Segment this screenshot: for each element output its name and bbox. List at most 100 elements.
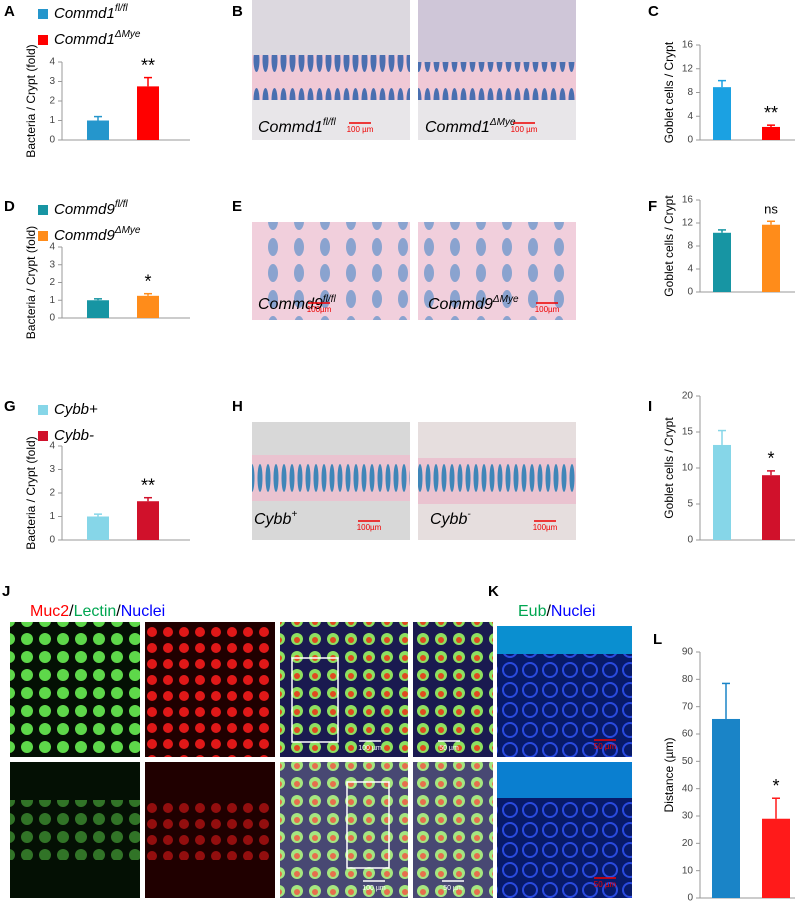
y-tick-label: 12	[682, 218, 694, 229]
significance: **	[764, 103, 778, 123]
label-text: Commd9	[258, 296, 323, 313]
label-superscript: fl/fl	[115, 3, 129, 14]
bar	[713, 444, 731, 540]
y-tick-label: 30	[682, 811, 694, 822]
image-label: Commd9ΔMye	[428, 294, 519, 313]
panel-letter: A	[4, 3, 15, 20]
y-axis-label: Bacteria / Crypt (fold)	[24, 436, 38, 549]
label-text: Commd9	[428, 296, 493, 313]
y-tick-label: 20	[682, 838, 694, 849]
y-tick-label: 1	[49, 115, 55, 126]
panel-letter: D	[4, 198, 15, 215]
legend-entry: Commd9fl/fl	[54, 199, 128, 218]
panel-letter: H	[232, 398, 243, 415]
y-tick-label: 12	[682, 63, 694, 74]
label-superscript: +	[291, 509, 297, 520]
bar	[762, 126, 780, 140]
y-tick-label: 8	[687, 241, 693, 252]
legend-swatch	[38, 35, 48, 45]
y-tick-label: 2	[49, 488, 55, 499]
y-axis-label: Distance (µm)	[662, 738, 676, 813]
y-tick-label: 90	[682, 647, 694, 658]
y-tick-label: 70	[682, 701, 694, 712]
image-label: Commd1ΔMye	[425, 117, 516, 136]
label-text: Cybb+	[54, 401, 98, 418]
legend-entry: Commd1fl/fl	[54, 3, 128, 22]
y-tick-label: 4	[49, 57, 55, 68]
panel-letter: K	[488, 583, 499, 600]
scale-label: 100 µm	[347, 125, 374, 134]
y-tick-label: 4	[49, 242, 55, 253]
scale-label: 50 µm	[439, 745, 459, 752]
bar	[712, 718, 740, 898]
bar	[713, 87, 731, 140]
legend-swatch	[38, 405, 48, 415]
legend-entry: Cybb+	[54, 401, 98, 418]
y-axis-label: Goblet cells / Crypt	[662, 195, 676, 297]
bar	[87, 516, 109, 540]
y-tick-label: 15	[682, 427, 694, 438]
y-tick-label: 0	[49, 135, 55, 146]
significance: **	[141, 475, 155, 495]
micrographs	[10, 0, 632, 898]
bar	[762, 224, 780, 292]
legend-swatch	[38, 205, 48, 215]
scale-label: 100 µm	[511, 125, 538, 134]
bar	[87, 120, 109, 140]
bar	[713, 232, 731, 292]
title-part: Lectin	[74, 603, 117, 620]
y-tick-label: 10	[682, 463, 694, 474]
bar	[762, 475, 780, 540]
significance: ns	[764, 202, 778, 217]
y-tick-label: 80	[682, 674, 694, 685]
label-text: Commd1	[54, 5, 115, 22]
label-superscript: ΔMye	[114, 29, 141, 40]
label-text: Commd9	[54, 227, 116, 244]
scale-label: 100µm	[357, 523, 382, 532]
y-tick-label: 16	[682, 195, 694, 206]
panel-letter: L	[653, 631, 662, 648]
panel-letter: B	[232, 3, 243, 20]
y-tick-label: 0	[49, 313, 55, 324]
y-tick-label: 3	[49, 464, 55, 475]
panel-letter: E	[232, 198, 242, 215]
y-tick-label: 1	[49, 511, 55, 522]
panel-letter: J	[2, 583, 10, 600]
significance: **	[141, 55, 155, 75]
legend-entry: Commd9ΔMye	[54, 225, 141, 244]
label-text: Commd1	[54, 31, 115, 48]
label-superscript: ΔMye	[489, 117, 516, 128]
panel-letter: C	[648, 3, 659, 20]
y-tick-label: 1	[49, 295, 55, 306]
label-text: Commd9	[54, 201, 116, 218]
title-part: /	[546, 603, 551, 620]
bar	[762, 818, 790, 898]
legend-entry: Commd1ΔMye	[54, 29, 141, 48]
scale-label: 100µm	[307, 305, 332, 314]
y-tick-label: 4	[49, 441, 55, 452]
label-superscript: fl/fl	[323, 117, 337, 128]
panel-title: Muc2/Lectin/Nuclei	[30, 603, 165, 620]
image-label: Commd9fl/fl	[258, 294, 336, 313]
title-part: Muc2	[30, 603, 69, 620]
image-label: Cybb+	[254, 509, 297, 528]
title-part: Nuclei	[551, 603, 595, 620]
y-tick-label: 16	[682, 40, 694, 51]
title-part: /	[116, 603, 121, 620]
label-superscript: fl/fl	[323, 294, 337, 305]
scale-label: 50 µm	[594, 742, 617, 751]
image-label: Commd1fl/fl	[258, 117, 336, 136]
y-tick-label: 4	[687, 111, 693, 122]
significance: *	[772, 776, 779, 796]
bar	[137, 295, 159, 318]
y-tick-label: 40	[682, 783, 694, 794]
y-tick-label: 10	[682, 865, 694, 876]
title-part: /	[69, 603, 74, 620]
title-part: Eub	[518, 603, 547, 620]
label-superscript: -	[467, 509, 471, 520]
scale-label: 100µm	[535, 305, 560, 314]
label-text: Commd1	[425, 119, 490, 136]
scale-label: 100 µm	[362, 885, 386, 892]
legend-entry: Cybb-	[54, 427, 94, 444]
